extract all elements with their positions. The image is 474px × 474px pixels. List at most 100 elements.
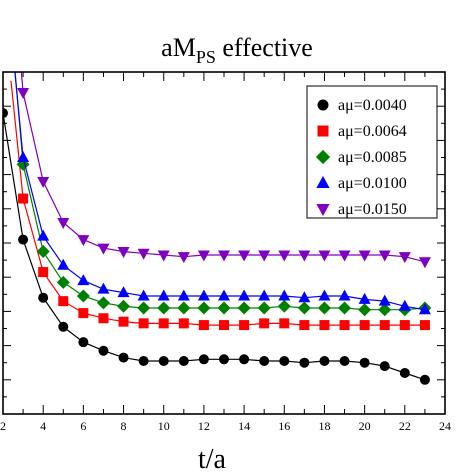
data-point: [219, 354, 229, 365]
data-point: [137, 248, 150, 260]
data-point: [379, 361, 390, 372]
data-point: [117, 247, 130, 259]
chart-title: aMPS effective: [161, 33, 313, 67]
data-point: [78, 337, 89, 348]
data-point: [298, 250, 311, 262]
x-tick-label: 16: [278, 419, 290, 433]
axes: 2 4 6 8 10 12 14 16 18 20 22 24: [0, 71, 451, 433]
x-tick-label: 6: [80, 419, 86, 433]
x-tick-label: 24: [439, 419, 451, 433]
data-point: [98, 345, 109, 356]
data-point: [319, 320, 330, 331]
data-point: [218, 289, 230, 301]
legend-marker: [315, 149, 331, 165]
data-point: [298, 291, 311, 303]
legend-marker: [316, 204, 330, 217]
data-point: [339, 355, 350, 366]
data-point: [198, 320, 209, 331]
data-point: [338, 250, 351, 262]
data-point: [359, 357, 370, 368]
data-point: [118, 352, 129, 363]
data-point: [37, 229, 50, 241]
data-point: [418, 303, 431, 315]
data-point: [237, 301, 251, 315]
data-point: [379, 320, 390, 331]
data-point: [398, 299, 411, 311]
data-point: [219, 320, 229, 331]
data-point: [97, 282, 110, 294]
series-1: [10, 80, 430, 331]
data-point: [399, 320, 410, 331]
data-point: [137, 301, 151, 315]
data-point: [57, 258, 70, 270]
data-point: [157, 301, 171, 315]
x-tick-label: 22: [399, 419, 411, 433]
data-point: [76, 289, 90, 303]
data-point: [97, 243, 110, 255]
data-point: [157, 250, 170, 262]
chart-title-subscript: PS: [196, 47, 216, 67]
x-tick-label: 18: [318, 419, 330, 433]
data-point: [77, 274, 90, 286]
x-tick-label: 20: [359, 419, 371, 433]
series-2: [14, 72, 432, 317]
series-4: [17, 72, 431, 269]
data-point: [279, 318, 290, 329]
data-point: [117, 286, 130, 298]
data-point: [358, 250, 371, 262]
data-point: [17, 151, 30, 162]
x-tick-label: 14: [238, 419, 250, 433]
data-point: [18, 234, 29, 245]
data-point: [217, 301, 231, 315]
legend-label: aμ=0.0150: [338, 201, 407, 218]
data-point: [58, 321, 69, 332]
series-line: [14, 72, 425, 311]
legend-label: aμ=0.0100: [338, 175, 407, 192]
data-point: [419, 374, 430, 385]
chart-title-main: aM: [161, 33, 196, 62]
data-point: [96, 296, 110, 310]
data-point: [118, 316, 129, 327]
data-point: [3, 108, 8, 119]
legend-label: aμ=0.0085: [338, 149, 407, 166]
x-axis-label: t/a: [198, 444, 227, 474]
series-3: [14, 72, 431, 315]
data-point: [177, 301, 191, 315]
series-line: [20, 72, 426, 263]
data-point: [277, 299, 291, 313]
x-tick-label: 4: [40, 419, 46, 433]
data-point: [297, 301, 311, 315]
data-point: [158, 355, 169, 366]
data-point: [138, 355, 149, 366]
data-point: [197, 250, 210, 262]
data-point: [338, 301, 352, 315]
data-point: [138, 318, 149, 329]
data-point: [239, 354, 250, 365]
chart-title-rest: effective: [216, 33, 313, 62]
data-point: [278, 289, 291, 301]
data-point: [177, 252, 190, 264]
data-point: [378, 250, 391, 262]
data-point: [259, 318, 270, 329]
legend-label: aμ=0.0064: [338, 123, 407, 140]
data-point: [78, 308, 89, 319]
data-point: [178, 355, 189, 366]
data-point: [279, 355, 290, 366]
legend: aμ=0.0040 aμ=0.0064 aμ=0.0085 aμ=0.0100 aμ=0…: [306, 85, 438, 219]
data-point: [359, 320, 370, 331]
legend-marker: [317, 125, 329, 137]
data-point: [238, 289, 251, 301]
data-point: [98, 313, 109, 324]
data-point: [198, 354, 209, 365]
series-line: [14, 72, 426, 311]
x-tick-label: 10: [158, 419, 170, 433]
plot-area: [3, 72, 432, 385]
data-point: [117, 299, 131, 313]
data-point: [239, 320, 250, 331]
data-point: [18, 193, 29, 204]
legend-box: [306, 85, 438, 219]
data-point: [158, 318, 169, 329]
data-point: [58, 296, 69, 307]
data-point: [178, 318, 189, 329]
